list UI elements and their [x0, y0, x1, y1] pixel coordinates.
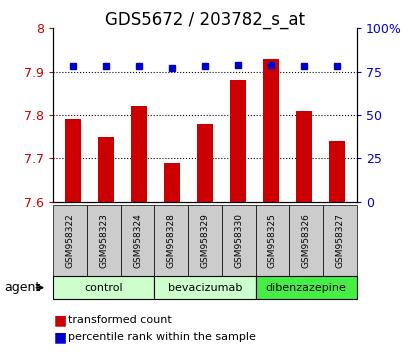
Text: GSM958324: GSM958324 [133, 213, 142, 268]
Text: GSM958325: GSM958325 [267, 213, 276, 268]
Text: control: control [84, 282, 123, 293]
Bar [229, 80, 246, 202]
Bar [163, 163, 180, 202]
Bar [196, 124, 213, 202]
Text: GSM958330: GSM958330 [234, 213, 243, 268]
Text: ■: ■ [53, 330, 66, 344]
Text: GSM958326: GSM958326 [301, 213, 310, 268]
Text: transformed count: transformed count [67, 315, 171, 325]
Text: agent: agent [4, 281, 40, 294]
Text: bevacizumab: bevacizumab [167, 282, 242, 293]
Text: GSM958328: GSM958328 [166, 213, 175, 268]
Text: ■: ■ [53, 313, 66, 327]
Text: GSM958322: GSM958322 [65, 213, 74, 268]
Text: GDS5672 / 203782_s_at: GDS5672 / 203782_s_at [105, 11, 304, 29]
Bar [295, 111, 311, 202]
Text: GSM958323: GSM958323 [99, 213, 108, 268]
Text: GSM958329: GSM958329 [200, 213, 209, 268]
Text: percentile rank within the sample: percentile rank within the sample [67, 332, 255, 342]
Bar [130, 106, 147, 202]
Bar [262, 59, 279, 202]
Bar [98, 137, 114, 202]
Bar [65, 119, 81, 202]
Text: dibenzazepine: dibenzazepine [265, 282, 346, 293]
Text: GSM958327: GSM958327 [335, 213, 344, 268]
Bar [328, 141, 344, 202]
